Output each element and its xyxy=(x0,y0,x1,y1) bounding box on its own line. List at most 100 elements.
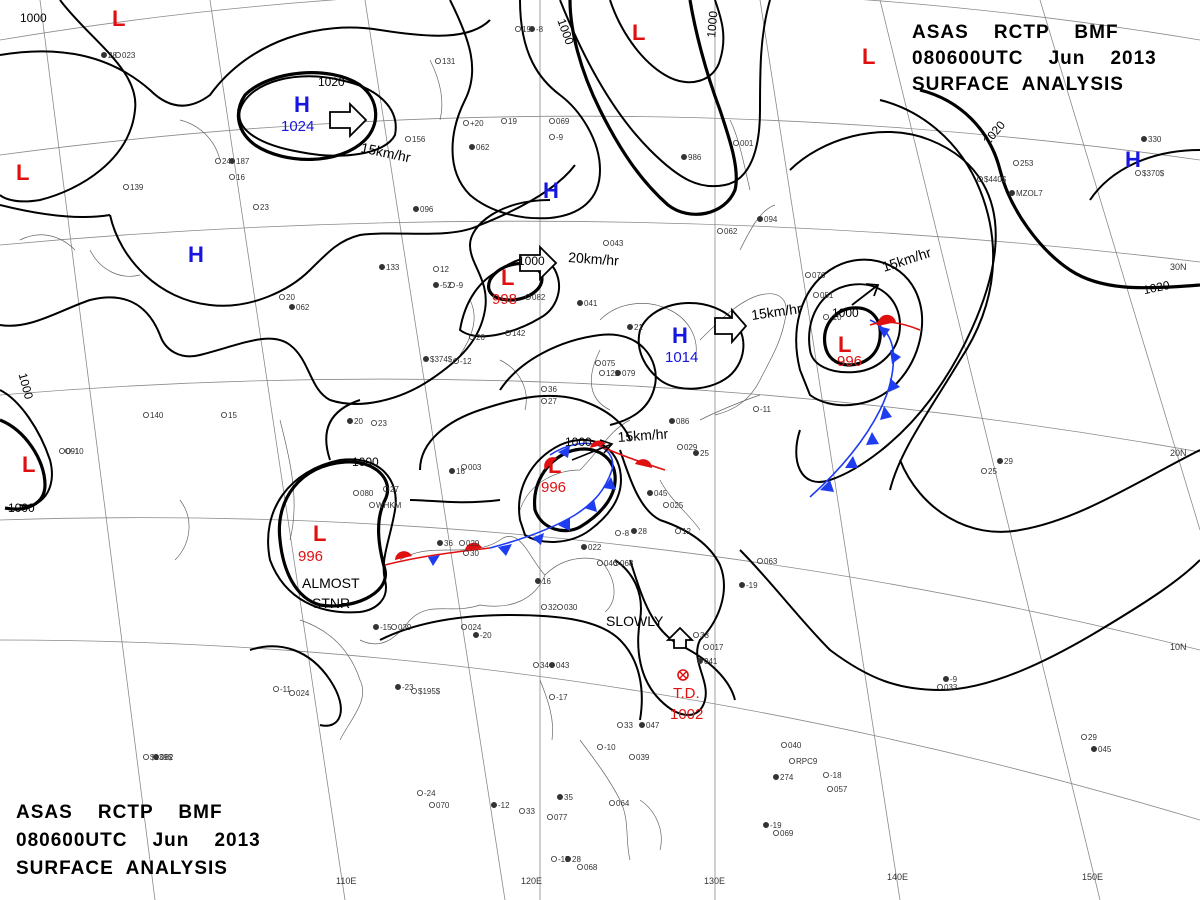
station-circle-icon xyxy=(458,540,465,547)
station-circle-icon xyxy=(1141,135,1148,142)
station-circle-icon xyxy=(101,52,108,59)
station-report: 28 xyxy=(572,855,581,864)
station-report: 077 xyxy=(554,813,568,822)
low-center-5: L xyxy=(501,265,514,290)
station-report: -10 xyxy=(830,313,842,322)
station-report: 330 xyxy=(1148,135,1162,144)
station-report: 063 xyxy=(764,557,778,566)
station-report: 20 xyxy=(476,333,485,342)
low-center-value-8: 996 xyxy=(837,353,862,370)
station-circle-icon xyxy=(597,560,604,567)
motion-arrow-icon xyxy=(665,626,695,649)
station-circle-icon xyxy=(681,153,688,160)
station-circle-icon xyxy=(436,540,443,547)
low-center-value-5: 998 xyxy=(492,291,517,308)
station-circle-icon xyxy=(631,528,638,535)
station-circle-icon xyxy=(627,323,634,330)
station-circle-icon xyxy=(615,369,622,376)
high-center-1: H xyxy=(294,92,310,117)
grid-label-130e: 130E xyxy=(704,876,725,886)
station-circle-icon xyxy=(675,528,682,535)
isobar-label: 1000 xyxy=(8,501,35,515)
station-circle-icon xyxy=(663,501,670,508)
station-report: 187 xyxy=(236,157,250,166)
station-circle-icon xyxy=(472,632,479,639)
station-report: 086 xyxy=(676,417,690,426)
low-center-2: L xyxy=(632,20,645,45)
station-circle-icon xyxy=(693,632,700,639)
station-report: 068 xyxy=(620,559,634,568)
station-circle-icon xyxy=(368,501,375,508)
station-circle-icon xyxy=(412,205,419,212)
station-circle-icon xyxy=(697,658,704,665)
station-report: 27 xyxy=(390,485,399,494)
station-report: 16 xyxy=(456,467,465,476)
station-circle-icon xyxy=(753,405,760,412)
station-report: 16 xyxy=(542,577,551,586)
station-report: -18 xyxy=(830,771,842,780)
station-circle-icon xyxy=(346,417,353,424)
isobar-label: 1000 xyxy=(832,306,859,320)
low-center-value-7: 996 xyxy=(298,548,323,565)
station-circle-icon xyxy=(677,443,684,450)
isobar-label: 1000 xyxy=(16,371,37,401)
station-circle-icon xyxy=(390,624,397,631)
station-report: -17 xyxy=(556,693,568,702)
isobar-label: 1000 xyxy=(518,254,545,268)
station-report: -11 xyxy=(760,405,772,414)
station-circle-icon xyxy=(1091,746,1098,753)
station-report: 091 xyxy=(66,447,80,456)
station-report: 36 xyxy=(444,539,453,548)
station-circle-icon xyxy=(599,369,606,376)
title-block-top: ASAS RCTP BMF 080600UTC Jun 2013 SURFACE… xyxy=(912,22,1156,95)
station-report: -8 xyxy=(622,529,630,538)
station-circle-icon xyxy=(416,790,423,797)
station-circle-icon xyxy=(1081,734,1088,741)
station-report: 28 xyxy=(108,51,117,60)
station-circle-icon xyxy=(228,157,235,164)
isobar-label: 1000 xyxy=(554,17,576,47)
station-circle-icon xyxy=(372,624,379,631)
station-circle-icon xyxy=(404,135,411,142)
station-circle-icon xyxy=(717,227,724,234)
station-circle-icon xyxy=(669,417,676,424)
station-circle-icon xyxy=(468,333,475,340)
station-circle-icon xyxy=(228,173,235,180)
motion-arrow-icon xyxy=(329,101,368,139)
station-report: -10 xyxy=(72,447,84,456)
station-circle-icon xyxy=(382,485,389,492)
td-value: 1002 xyxy=(670,706,703,723)
station-circle-icon xyxy=(549,694,556,701)
station-report: $440$ xyxy=(984,175,1007,184)
station-report: -11 xyxy=(280,685,292,694)
station-circle-icon xyxy=(1013,159,1020,166)
station-report: 029 xyxy=(684,443,698,452)
station-report: -9 xyxy=(950,675,958,684)
low-center-6: L xyxy=(548,453,561,478)
station-circle-icon xyxy=(541,397,548,404)
station-report: -19 xyxy=(770,821,782,830)
station-circle-icon xyxy=(1135,169,1142,176)
station-report: 001 xyxy=(740,139,754,148)
station-report: 23 xyxy=(260,203,269,212)
station-circle-icon xyxy=(422,355,429,362)
station-circle-icon xyxy=(452,357,459,364)
station-report: -19 xyxy=(746,581,758,590)
station-circle-icon xyxy=(460,624,467,631)
station-circle-icon xyxy=(597,744,604,751)
low-center-4: L xyxy=(16,160,29,185)
station-circle-icon xyxy=(394,684,401,691)
low-center-3: L xyxy=(862,44,875,69)
station-circle-icon xyxy=(410,688,417,695)
station-report: 039 xyxy=(398,623,412,632)
station-circle-icon xyxy=(549,662,556,669)
high-center-3: H xyxy=(188,242,204,267)
grid-label-110e: 110E xyxy=(336,876,356,886)
station-report: 069 xyxy=(556,117,570,126)
station-report: 068 xyxy=(584,863,598,872)
station-report: 082 xyxy=(532,293,546,302)
station-circle-icon xyxy=(535,578,542,585)
station-report: 024 xyxy=(296,689,310,698)
almost-label: ALMOST xyxy=(302,575,360,591)
station-circle-icon xyxy=(733,139,740,146)
